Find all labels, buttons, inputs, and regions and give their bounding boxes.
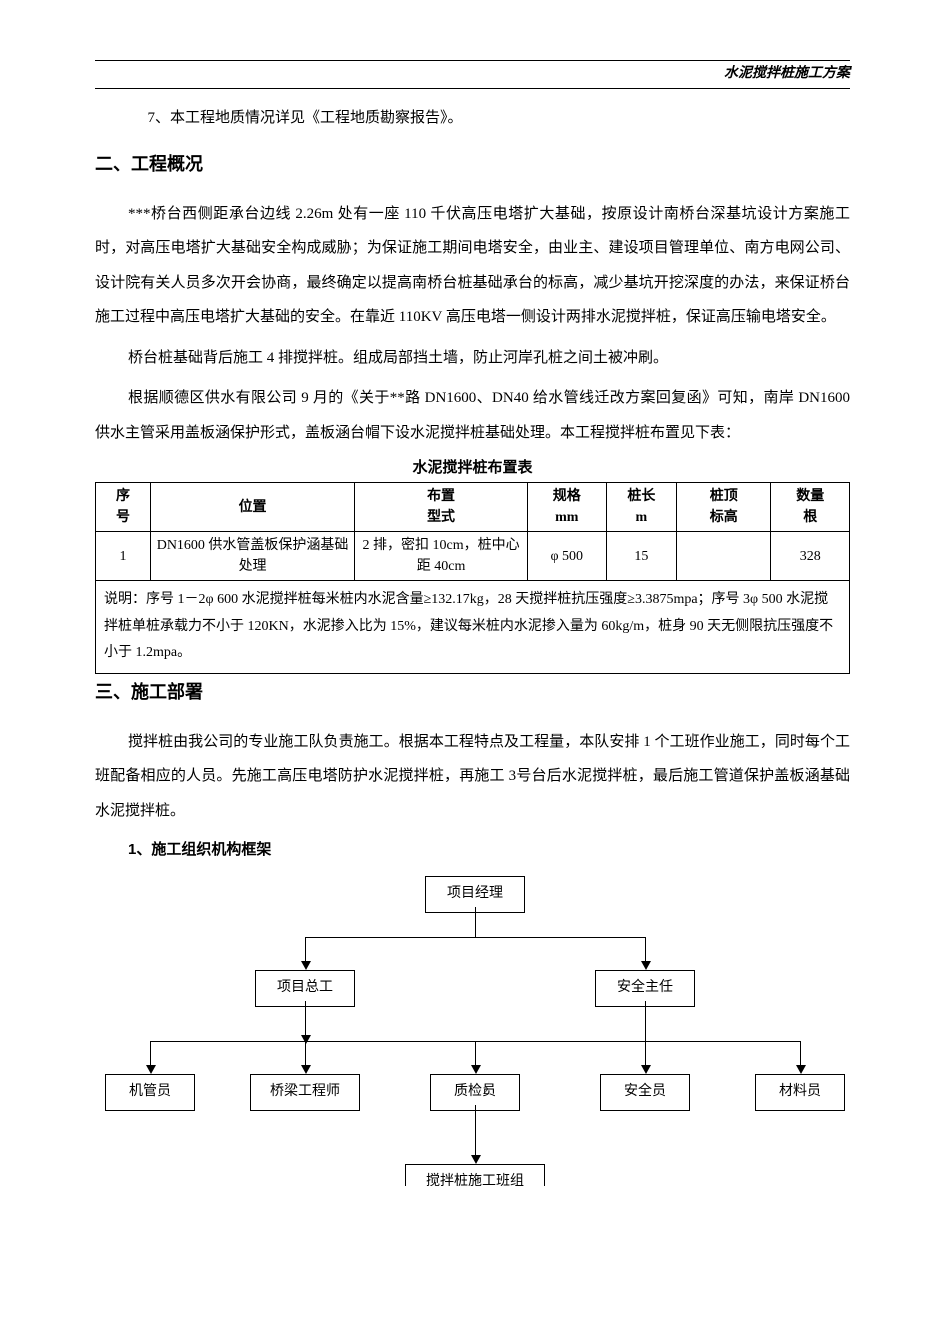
org-node-material: 材料员 bbox=[755, 1074, 845, 1110]
td-no: 1 bbox=[96, 532, 151, 581]
org-node-crew: 搅拌桩施工班组 bbox=[405, 1164, 545, 1186]
arrow-down-icon bbox=[471, 1155, 481, 1164]
org-node-bridge-eng: 桥梁工程师 bbox=[250, 1074, 360, 1110]
org-node-safety: 安全员 bbox=[600, 1074, 690, 1110]
table-header-row: 序 号 位置 布置 型式 规格 mm 桩长 m 桩顶 标高 数量 根 bbox=[96, 483, 850, 532]
td-spec: φ 500 bbox=[527, 532, 606, 581]
org-node-machine: 机管员 bbox=[105, 1074, 195, 1110]
arrow-down-icon bbox=[146, 1065, 156, 1074]
org-line bbox=[800, 1041, 801, 1067]
td-qty: 328 bbox=[771, 532, 850, 581]
section-3-heading: 三、施工部署 bbox=[95, 678, 850, 707]
th-qty: 数量 根 bbox=[771, 483, 850, 532]
th-no-a: 序 bbox=[116, 489, 130, 504]
th-spec-b: mm bbox=[555, 510, 578, 525]
pile-layout-table: 序 号 位置 布置 型式 规格 mm 桩长 m 桩顶 标高 数量 根 1 DN1… bbox=[95, 482, 850, 674]
doc-header-title: 水泥搅拌桩施工方案 bbox=[724, 66, 850, 81]
section-2-heading: 二、工程概况 bbox=[95, 150, 850, 179]
section-3-para-1: 搅拌桩由我公司的专业施工队负责施工。根据本工程特点及工程量，本队安排 1 个工班… bbox=[95, 725, 850, 829]
th-len-b: m bbox=[636, 510, 648, 525]
td-arrange: 2 排，密扣 10cm，桩中心距 40cm bbox=[355, 532, 528, 581]
org-chart: 项目经理 项目总工 安全主任 机管员 桥梁工程师 质检员 安全员 材料员 2 搅… bbox=[95, 876, 855, 1216]
org-line bbox=[475, 1105, 476, 1157]
th-spec: 规格 mm bbox=[527, 483, 606, 532]
org-line bbox=[645, 1001, 646, 1041]
arrow-down-icon bbox=[796, 1065, 806, 1074]
org-line bbox=[150, 1041, 151, 1067]
org-line bbox=[305, 937, 645, 938]
org-line bbox=[305, 937, 306, 963]
section-3-sub-1: 1、施工组织机构框架 bbox=[95, 838, 850, 862]
td-pos: DN1600 供水管盖板保护涵基础处理 bbox=[150, 532, 354, 581]
th-no: 序 号 bbox=[96, 483, 151, 532]
page-number: 2 bbox=[483, 1083, 489, 1101]
table-row: 1 DN1600 供水管盖板保护涵基础处理 2 排，密扣 10cm，桩中心距 4… bbox=[96, 532, 850, 581]
th-arrange-b: 型式 bbox=[427, 510, 455, 525]
th-top: 桩顶 标高 bbox=[677, 483, 771, 532]
th-no-b: 号 bbox=[116, 510, 130, 525]
header-rule-top bbox=[95, 60, 850, 61]
td-len: 15 bbox=[606, 532, 677, 581]
org-line bbox=[475, 1041, 476, 1067]
th-spec-a: 规格 bbox=[553, 489, 581, 504]
arrow-down-icon bbox=[641, 1065, 651, 1074]
org-line bbox=[475, 907, 476, 937]
header-title-row: 水泥搅拌桩施工方案 bbox=[95, 63, 850, 89]
th-arrange-a: 布置 bbox=[427, 489, 455, 504]
org-line bbox=[305, 1001, 306, 1037]
section-2-para-2: 桥台桩基础背后施工 4 排搅拌桩。组成局部挡土墙，防止河岸孔桩之间土被冲刷。 bbox=[95, 341, 850, 376]
table-note: 说明：序号 1－2φ 600 水泥搅拌桩每米桩内水泥含量≥132.17kg，28… bbox=[96, 581, 850, 674]
table-title: 水泥搅拌桩布置表 bbox=[95, 456, 850, 480]
td-top bbox=[677, 532, 771, 581]
org-line bbox=[645, 1041, 646, 1067]
arrow-down-icon bbox=[471, 1065, 481, 1074]
th-len-a: 桩长 bbox=[627, 489, 655, 504]
org-line bbox=[305, 1041, 306, 1067]
table-note-row: 说明：序号 1－2φ 600 水泥搅拌桩每米桩内水泥含量≥132.17kg，28… bbox=[96, 581, 850, 674]
th-arrange: 布置 型式 bbox=[355, 483, 528, 532]
th-qty-a: 数量 bbox=[796, 489, 824, 504]
th-top-a: 桩顶 bbox=[710, 489, 738, 504]
section-2-para-1: ***桥台西侧距承台边线 2.26m 处有一座 110 千伏高压电塔扩大基础，按… bbox=[95, 197, 850, 335]
arrow-down-icon bbox=[301, 961, 311, 970]
arrow-down-icon bbox=[641, 961, 651, 970]
th-qty-b: 根 bbox=[803, 510, 817, 525]
th-top-b: 标高 bbox=[710, 510, 738, 525]
intro-line-7: 7、本工程地质情况详见《工程地质勘察报告》。 bbox=[95, 101, 850, 136]
arrow-down-icon bbox=[301, 1065, 311, 1074]
section-2-para-3: 根据顺德区供水有限公司 9 月的《关于**路 DN1600、DN40 给水管线迁… bbox=[95, 381, 850, 450]
th-len: 桩长 m bbox=[606, 483, 677, 532]
org-line bbox=[645, 937, 646, 963]
th-pos: 位置 bbox=[150, 483, 354, 532]
